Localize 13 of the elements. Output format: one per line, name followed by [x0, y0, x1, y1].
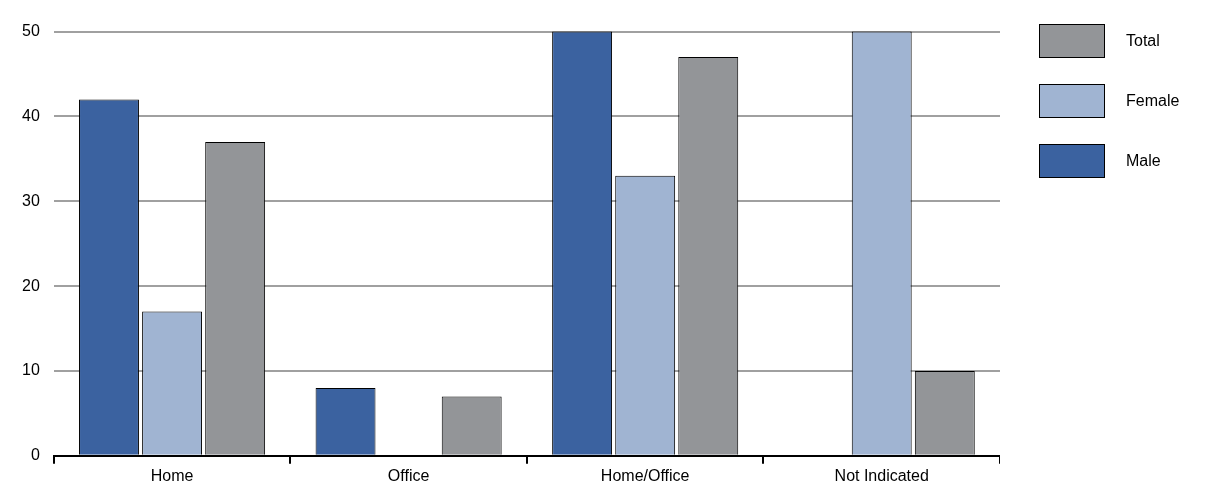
x-tick-label: Home/Office: [600, 466, 690, 484]
y-tick-label: 40: [22, 106, 40, 124]
y-tick-label: 30: [22, 191, 40, 209]
x-tick-label: Office: [387, 466, 430, 484]
y-tick-label: 50: [22, 22, 40, 40]
legend-label: Male: [1126, 152, 1161, 170]
x-tick-label: Not Indicated: [834, 466, 929, 484]
y-tick-label: 20: [22, 276, 40, 294]
x-tick-label: Home: [150, 466, 194, 484]
y-tick-label: 10: [22, 361, 40, 379]
legend-label: Female: [1126, 92, 1180, 110]
y-tick-label: 0: [30, 446, 40, 464]
legend-label: Total: [1126, 32, 1160, 50]
